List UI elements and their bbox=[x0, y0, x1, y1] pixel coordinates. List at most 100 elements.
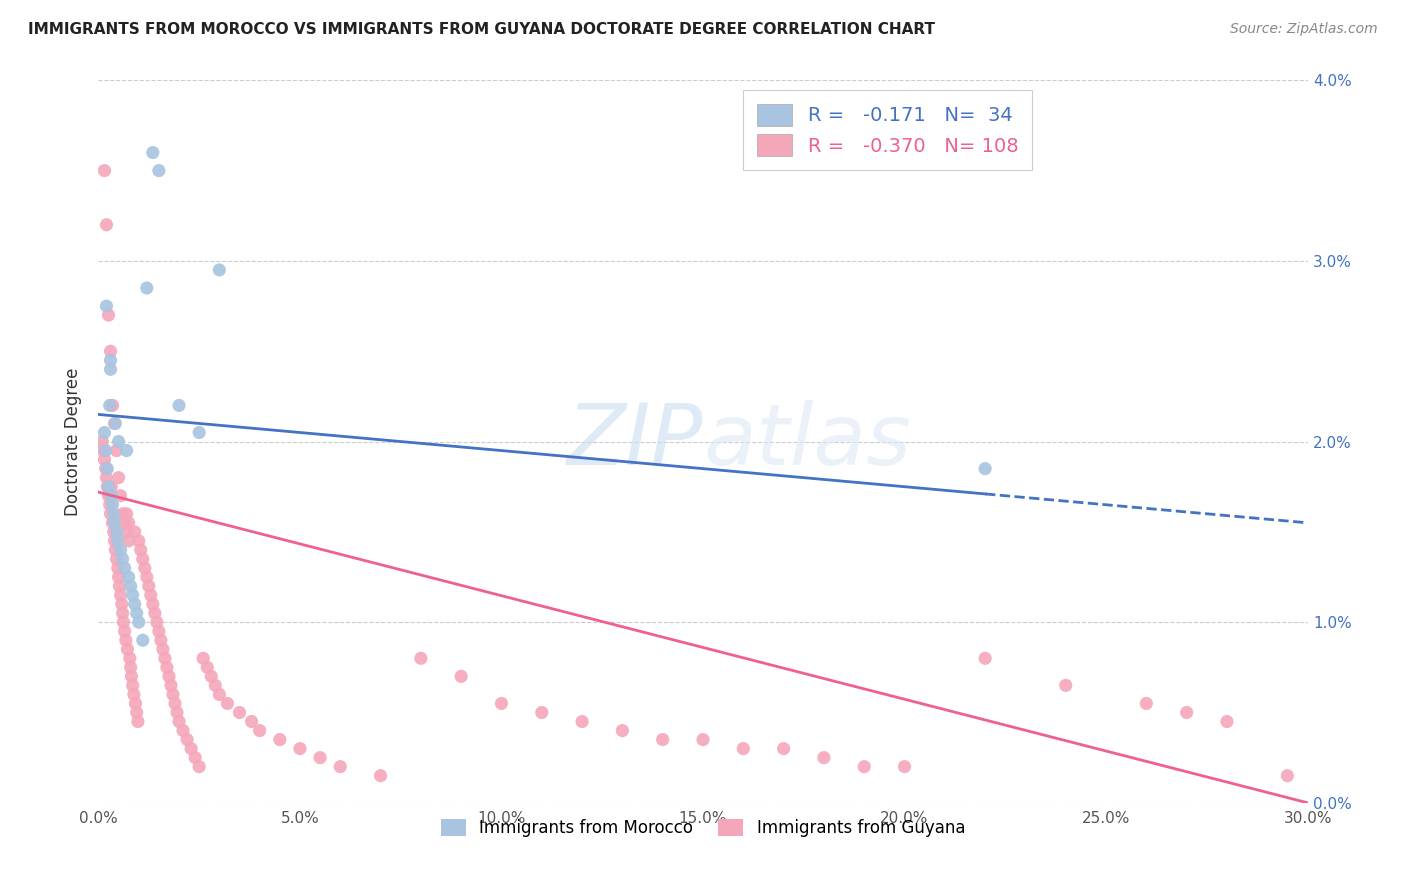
Point bbox=[105, 443, 128, 458]
Point bbox=[139, 588, 162, 602]
Point bbox=[100, 489, 122, 503]
Point bbox=[120, 660, 142, 674]
Point bbox=[1175, 706, 1198, 720]
Point bbox=[370, 769, 392, 783]
Point bbox=[105, 524, 128, 539]
Point bbox=[108, 579, 131, 593]
Point bbox=[853, 760, 876, 774]
Point bbox=[138, 579, 160, 593]
Point bbox=[1216, 714, 1239, 729]
Point bbox=[91, 434, 114, 449]
Point bbox=[651, 732, 673, 747]
Point bbox=[104, 417, 127, 431]
Point bbox=[166, 706, 188, 720]
Point bbox=[124, 597, 146, 611]
Point bbox=[96, 480, 118, 494]
Point bbox=[148, 163, 170, 178]
Point bbox=[125, 606, 148, 620]
Point bbox=[240, 714, 263, 729]
Point bbox=[142, 145, 165, 160]
Point bbox=[118, 533, 141, 548]
Point bbox=[121, 678, 143, 692]
Text: ZIP: ZIP bbox=[567, 400, 703, 483]
Point bbox=[156, 660, 179, 674]
Point bbox=[153, 651, 176, 665]
Point bbox=[148, 624, 170, 639]
Point bbox=[309, 750, 332, 764]
Point bbox=[733, 741, 755, 756]
Point bbox=[93, 425, 115, 440]
Point bbox=[100, 507, 122, 521]
Point bbox=[114, 516, 136, 530]
Point bbox=[97, 489, 120, 503]
Point bbox=[1277, 769, 1299, 783]
Point bbox=[167, 398, 190, 412]
Point bbox=[269, 732, 291, 747]
Point bbox=[217, 697, 239, 711]
Point bbox=[120, 579, 142, 593]
Point bbox=[530, 706, 553, 720]
Point bbox=[249, 723, 271, 738]
Y-axis label: Doctorate Degree: Doctorate Degree bbox=[65, 368, 83, 516]
Point bbox=[163, 697, 186, 711]
Point bbox=[149, 633, 172, 648]
Point bbox=[94, 461, 117, 475]
Point bbox=[93, 452, 115, 467]
Point bbox=[204, 678, 226, 692]
Point bbox=[571, 714, 593, 729]
Point bbox=[974, 461, 997, 475]
Point bbox=[180, 741, 202, 756]
Point bbox=[172, 723, 194, 738]
Point bbox=[1135, 697, 1157, 711]
Legend: Immigrants from Morocco, Immigrants from Guyana: Immigrants from Morocco, Immigrants from… bbox=[433, 810, 973, 845]
Point bbox=[208, 687, 231, 701]
Point bbox=[134, 561, 156, 575]
Point bbox=[146, 615, 169, 630]
Point bbox=[176, 732, 198, 747]
Point bbox=[98, 398, 121, 412]
Point bbox=[450, 669, 472, 683]
Point bbox=[143, 606, 166, 620]
Point bbox=[114, 633, 136, 648]
Point bbox=[813, 750, 835, 764]
Point bbox=[96, 470, 118, 484]
Point bbox=[125, 706, 148, 720]
Point bbox=[152, 642, 174, 657]
Point bbox=[208, 263, 231, 277]
Point bbox=[142, 597, 165, 611]
Point bbox=[974, 651, 997, 665]
Point bbox=[114, 561, 136, 575]
Point bbox=[135, 281, 157, 295]
Point bbox=[329, 760, 352, 774]
Point bbox=[157, 669, 180, 683]
Point bbox=[103, 507, 125, 521]
Point bbox=[107, 561, 129, 575]
Point bbox=[129, 542, 152, 557]
Point bbox=[128, 615, 150, 630]
Point bbox=[184, 750, 207, 764]
Point bbox=[101, 516, 124, 530]
Point bbox=[107, 533, 129, 548]
Point bbox=[93, 163, 115, 178]
Point bbox=[115, 524, 138, 539]
Point bbox=[118, 651, 141, 665]
Point bbox=[117, 642, 139, 657]
Point bbox=[110, 489, 132, 503]
Point bbox=[96, 218, 118, 232]
Point bbox=[107, 570, 129, 584]
Text: IMMIGRANTS FROM MOROCCO VS IMMIGRANTS FROM GUYANA DOCTORATE DEGREE CORRELATION C: IMMIGRANTS FROM MOROCCO VS IMMIGRANTS FR… bbox=[28, 22, 935, 37]
Point bbox=[772, 741, 794, 756]
Point bbox=[91, 443, 114, 458]
Point bbox=[127, 714, 149, 729]
Point bbox=[107, 434, 129, 449]
Point bbox=[94, 443, 117, 458]
Point bbox=[97, 308, 120, 322]
Point bbox=[114, 624, 136, 639]
Point bbox=[100, 362, 122, 376]
Point bbox=[100, 344, 122, 359]
Point bbox=[124, 697, 146, 711]
Point bbox=[135, 570, 157, 584]
Point bbox=[111, 597, 134, 611]
Point bbox=[100, 353, 122, 368]
Point bbox=[104, 542, 127, 557]
